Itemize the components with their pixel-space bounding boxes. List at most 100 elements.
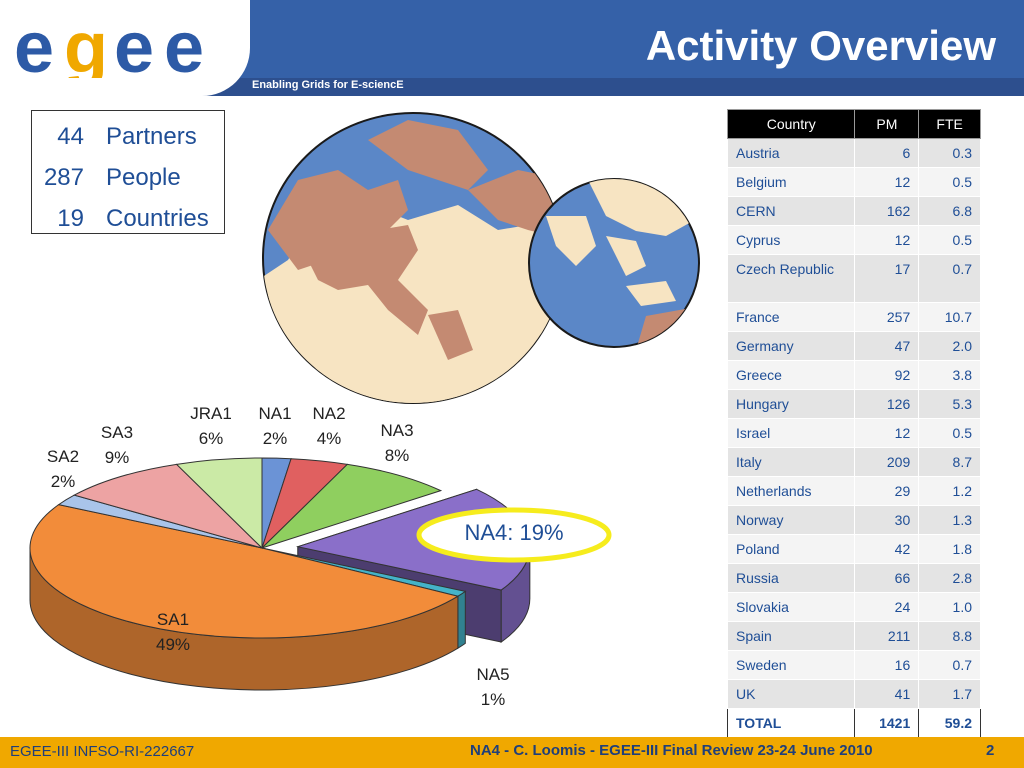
stat-row-partners: 44 Partners	[32, 116, 224, 157]
cell-fte: 1.3	[918, 505, 981, 535]
table-header-row: Country PM FTE	[726, 109, 981, 139]
cell-pm: 47	[854, 331, 920, 361]
cell-fte: 0.3	[918, 138, 981, 168]
pie-label-pct: 1%	[480, 690, 506, 709]
footer-project-id: EGEE-III INFSO-RI-222667	[10, 743, 195, 760]
pie-slice-jra1	[175, 457, 263, 550]
cell-country: Israel	[726, 418, 856, 448]
cell-country: Belgium	[726, 167, 856, 197]
pie-label-na1: NA1 2%	[248, 401, 302, 451]
europe-globe-image	[262, 112, 564, 404]
pie-label-pct: 9%	[104, 448, 130, 467]
cell-country: Czech Republic	[726, 254, 856, 303]
header: e g e e Activity Overview Enabling Grids…	[0, 0, 1024, 96]
cell-fte: 5.3	[918, 389, 981, 419]
na4-callout-text: NA4: 19%	[464, 520, 564, 545]
cell-fte: 6.8	[918, 196, 981, 226]
cell-country: Austria	[726, 138, 856, 168]
table-row: CERN 162 6.8	[726, 196, 981, 226]
pie-label-na3: NA3 8%	[370, 418, 424, 468]
cell-country: Spain	[726, 621, 856, 651]
cell-pm: 66	[854, 563, 920, 593]
table-row: France 257 10.7	[726, 302, 981, 332]
cell-pm: 30	[854, 505, 920, 535]
pie-label-pct: 8%	[384, 446, 410, 465]
tagline: Enabling Grids for E-sciencE	[252, 79, 404, 91]
cell-pm: 92	[854, 360, 920, 390]
cell-pm: 24	[854, 592, 920, 622]
table-total-row: TOTAL 1421 59.2	[726, 708, 981, 738]
cell-fte: 0.5	[918, 418, 981, 448]
cell-pm: 16	[854, 650, 920, 680]
pie-slice-sa3	[72, 463, 263, 549]
egee-logo: e g e e	[14, 14, 204, 78]
footer: EGEE-III INFSO-RI-222667 NA4 - C. Loomis…	[0, 737, 1024, 768]
cell-fte: 0.5	[918, 167, 981, 197]
cell-fte: 0.7	[918, 254, 981, 303]
table-row: Poland 42 1.8	[726, 534, 981, 564]
logo-background	[0, 0, 250, 96]
asia-globe-image	[528, 178, 700, 348]
stats-box: 44 Partners 287 People 19 Countries	[31, 110, 225, 234]
table-row: Norway 30 1.3	[726, 505, 981, 535]
cell-pm: 12	[854, 225, 920, 255]
pie-label-sa3: SA3 9%	[90, 420, 144, 470]
cell-pm: 126	[854, 389, 920, 419]
stat-label: People	[106, 163, 181, 191]
stat-value: 287	[43, 163, 84, 191]
table-row: Greece 92 3.8	[726, 360, 981, 390]
cell-pm: 12	[854, 418, 920, 448]
cell-fte: 2.0	[918, 331, 981, 361]
column-header-country: Country	[726, 109, 856, 139]
table-row: Spain 211 8.8	[726, 621, 981, 651]
page-number: 2	[986, 742, 995, 759]
logo-letter-g: g	[64, 14, 108, 78]
column-header-pm: PM	[854, 109, 920, 139]
stat-value: 19	[57, 204, 84, 232]
cell-fte: 3.8	[918, 360, 981, 390]
stat-value: 44	[57, 122, 84, 150]
table-row: Belgium 12 0.5	[726, 167, 981, 197]
cell-fte: 1.7	[918, 679, 981, 709]
logo-letter-e2: e	[114, 14, 154, 78]
cell-pm: 29	[854, 476, 920, 506]
cell-country: Hungary	[726, 389, 856, 419]
cell-pm: 41	[854, 679, 920, 709]
cell-fte: 1.2	[918, 476, 981, 506]
table-row: Germany 47 2.0	[726, 331, 981, 361]
pie-side-na5	[457, 590, 466, 650]
cell-country: Slovakia	[726, 592, 856, 622]
table-body: Austria 6 0.3 Belgium 12 0.5 CERN 162 6.8 Cyprus 1…	[726, 138, 981, 738]
table-row: Hungary 126 5.3	[726, 389, 981, 419]
cell-pm: 6	[854, 138, 920, 168]
stat-label: Countries	[106, 204, 209, 232]
cell-country: Russia	[726, 563, 856, 593]
pie-label-pct: 4%	[316, 429, 342, 448]
header-sub-band	[0, 78, 1024, 96]
stat-row-countries: 19 Countries	[32, 198, 224, 239]
total-label: TOTAL	[726, 708, 856, 738]
table-row: Austria 6 0.3	[726, 138, 981, 168]
cell-fte: 1.8	[918, 534, 981, 564]
pie-label-name: NA1	[258, 404, 292, 423]
pie-label-name: SA2	[46, 447, 80, 466]
na4-callout-ellipse	[416, 507, 612, 563]
logo-letter-e3: e	[164, 14, 204, 78]
cell-fte: 8.7	[918, 447, 981, 477]
column-header-fte: FTE	[918, 109, 981, 139]
footer-presentation-info: NA4 - C. Loomis - EGEE-III Final Review …	[470, 742, 873, 759]
table-row: UK 41 1.7	[726, 679, 981, 709]
pie-slice-na3	[261, 463, 443, 549]
table-row: Italy 209 8.7	[726, 447, 981, 477]
pie-label-name: JRA1	[190, 404, 232, 423]
cell-country: Netherlands	[726, 476, 856, 506]
pie-chart	[29, 457, 531, 691]
stat-row-people: 287 People	[32, 157, 224, 198]
pie-label-na2: NA2 4%	[302, 401, 356, 451]
cell-country: Italy	[726, 447, 856, 477]
cell-fte: 0.7	[918, 650, 981, 680]
cell-country: Cyprus	[726, 225, 856, 255]
table-row: Netherlands 29 1.2	[726, 476, 981, 506]
cell-fte: 10.7	[918, 302, 981, 332]
cell-pm: 211	[854, 621, 920, 651]
